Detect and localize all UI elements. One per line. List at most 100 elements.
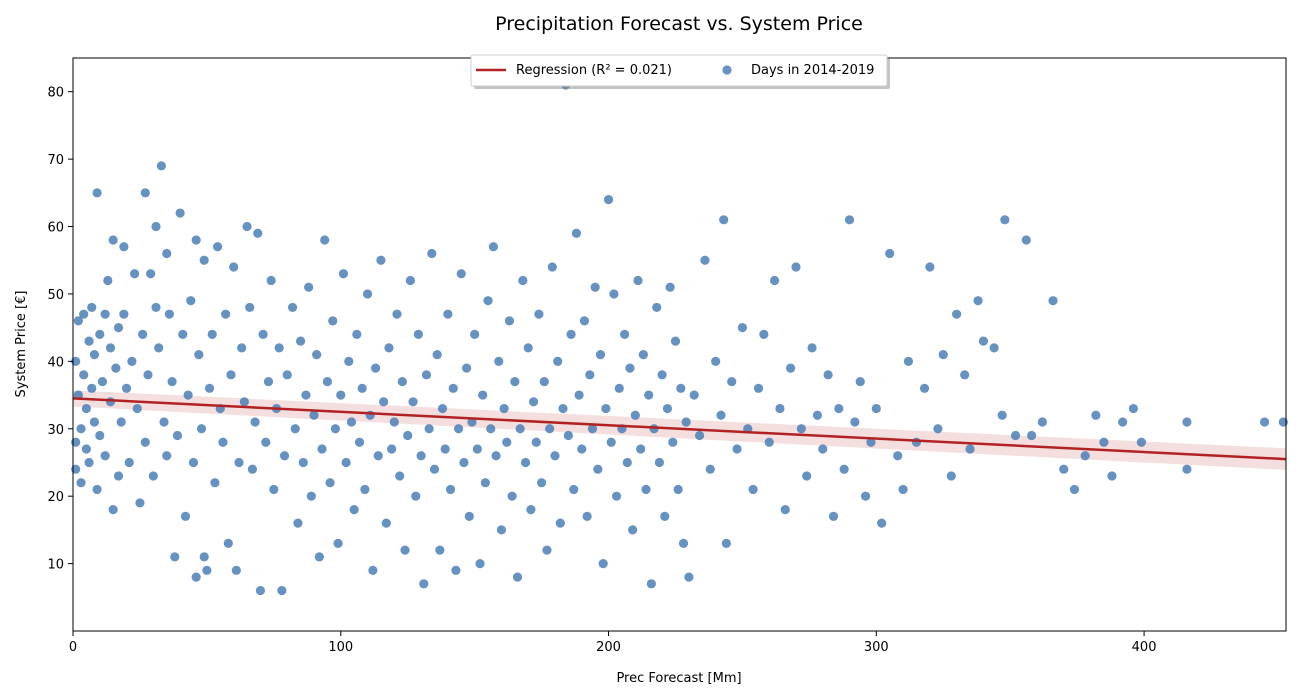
scatter-point (1118, 417, 1128, 427)
scatter-point (148, 471, 158, 481)
scatter-point (620, 329, 630, 339)
scatter-point (143, 370, 153, 380)
scatter-point (255, 585, 266, 596)
scatter-point (301, 390, 311, 400)
scatter-point (636, 444, 646, 454)
scatter-point (81, 403, 91, 414)
scatter-point (590, 282, 600, 292)
scatter-point (919, 383, 930, 393)
scatter-point (534, 309, 544, 319)
scatter-point (349, 505, 359, 515)
x-tick-label: 400 (1132, 640, 1157, 655)
scatter-point (103, 275, 113, 286)
scatter-point (689, 390, 699, 400)
scatter-point (204, 383, 215, 393)
scatter-point (360, 484, 370, 495)
legend-label-days: Days in 2014-2019 (751, 63, 874, 78)
scatter-point (542, 545, 552, 555)
scatter-point (231, 565, 241, 575)
scatter-point (678, 538, 689, 548)
scatter-point (151, 221, 161, 232)
scatter-point (191, 235, 201, 245)
scatter-point (370, 363, 381, 373)
scatter-point (108, 235, 118, 245)
scatter-point (435, 545, 445, 555)
scatter-point (381, 518, 391, 528)
scatter-point (668, 437, 678, 447)
scatter-point (550, 451, 560, 461)
scatter-point (151, 302, 161, 313)
scatter-point (293, 518, 303, 528)
scatter-point (279, 451, 290, 461)
scatter-point (502, 437, 512, 447)
scatter-point (73, 316, 83, 326)
scatter-point (464, 511, 474, 521)
y-tick-label: 80 (47, 86, 64, 101)
scatter-point (119, 309, 129, 319)
scatter-point (116, 417, 126, 427)
scatter-point (1000, 215, 1010, 225)
scatter-point (127, 356, 137, 366)
scatter-point (960, 370, 970, 380)
scatter-point (938, 350, 948, 360)
scatter-point (475, 558, 485, 569)
y-axis-label: System Price [€] (14, 291, 29, 398)
scatter-point (346, 417, 357, 427)
scatter-point (113, 323, 124, 333)
y-tick-label: 70 (47, 153, 64, 168)
scatter-point (786, 363, 796, 373)
scatter-point (660, 511, 670, 521)
scatter-point (261, 437, 271, 447)
x-axis-label: Prec Forecast [Mm] (616, 671, 741, 686)
scatter-point (654, 457, 665, 468)
x-tick-label: 300 (864, 640, 889, 655)
scatter-point (237, 343, 247, 353)
scatter-point (124, 457, 134, 468)
scatter-point (113, 471, 124, 481)
scatter-point (628, 525, 638, 535)
regression-line (72, 397, 1287, 461)
scatter-point (392, 309, 402, 319)
scatter-point (95, 430, 105, 441)
scatter-point (470, 329, 480, 339)
scatter-point (507, 491, 517, 501)
scatter-point (459, 457, 469, 468)
scatter-point (229, 262, 239, 272)
scatter-point (245, 302, 255, 313)
scatter-point (512, 572, 523, 582)
scatter-point (652, 302, 662, 313)
scatter-point (223, 538, 233, 548)
scatter-point (486, 424, 496, 434)
scatter-point (700, 255, 710, 265)
scatter-point (496, 525, 507, 535)
scatter-point (405, 275, 415, 286)
scatter-point (727, 376, 737, 387)
scatter-point (373, 451, 383, 461)
scatter-point (574, 390, 584, 400)
scatter-point (320, 235, 330, 245)
scatter-point (314, 552, 324, 562)
scatter-point (89, 417, 100, 427)
scatter-point (191, 572, 201, 582)
scatter-point (579, 316, 590, 326)
scatter-point (175, 208, 185, 218)
scatter-point (81, 444, 91, 454)
scatter-point (933, 424, 943, 434)
scatter-point (877, 518, 887, 528)
scatter-point (202, 565, 212, 575)
scatter-point (403, 430, 413, 441)
scatter-point (681, 417, 691, 427)
scatter-point (1259, 417, 1270, 427)
scatter-point (861, 491, 871, 501)
x-tick-label: 200 (596, 640, 621, 655)
scatter-point (298, 457, 308, 468)
scatter-point (325, 478, 335, 488)
scatter-point (844, 215, 855, 225)
scatter-point (1182, 417, 1192, 427)
scatter-point (611, 491, 622, 501)
scatter-point (759, 329, 769, 339)
scatter-point (807, 343, 817, 353)
scatter-point (965, 444, 975, 454)
scatter-point (644, 390, 654, 400)
scatter-point (780, 505, 790, 515)
